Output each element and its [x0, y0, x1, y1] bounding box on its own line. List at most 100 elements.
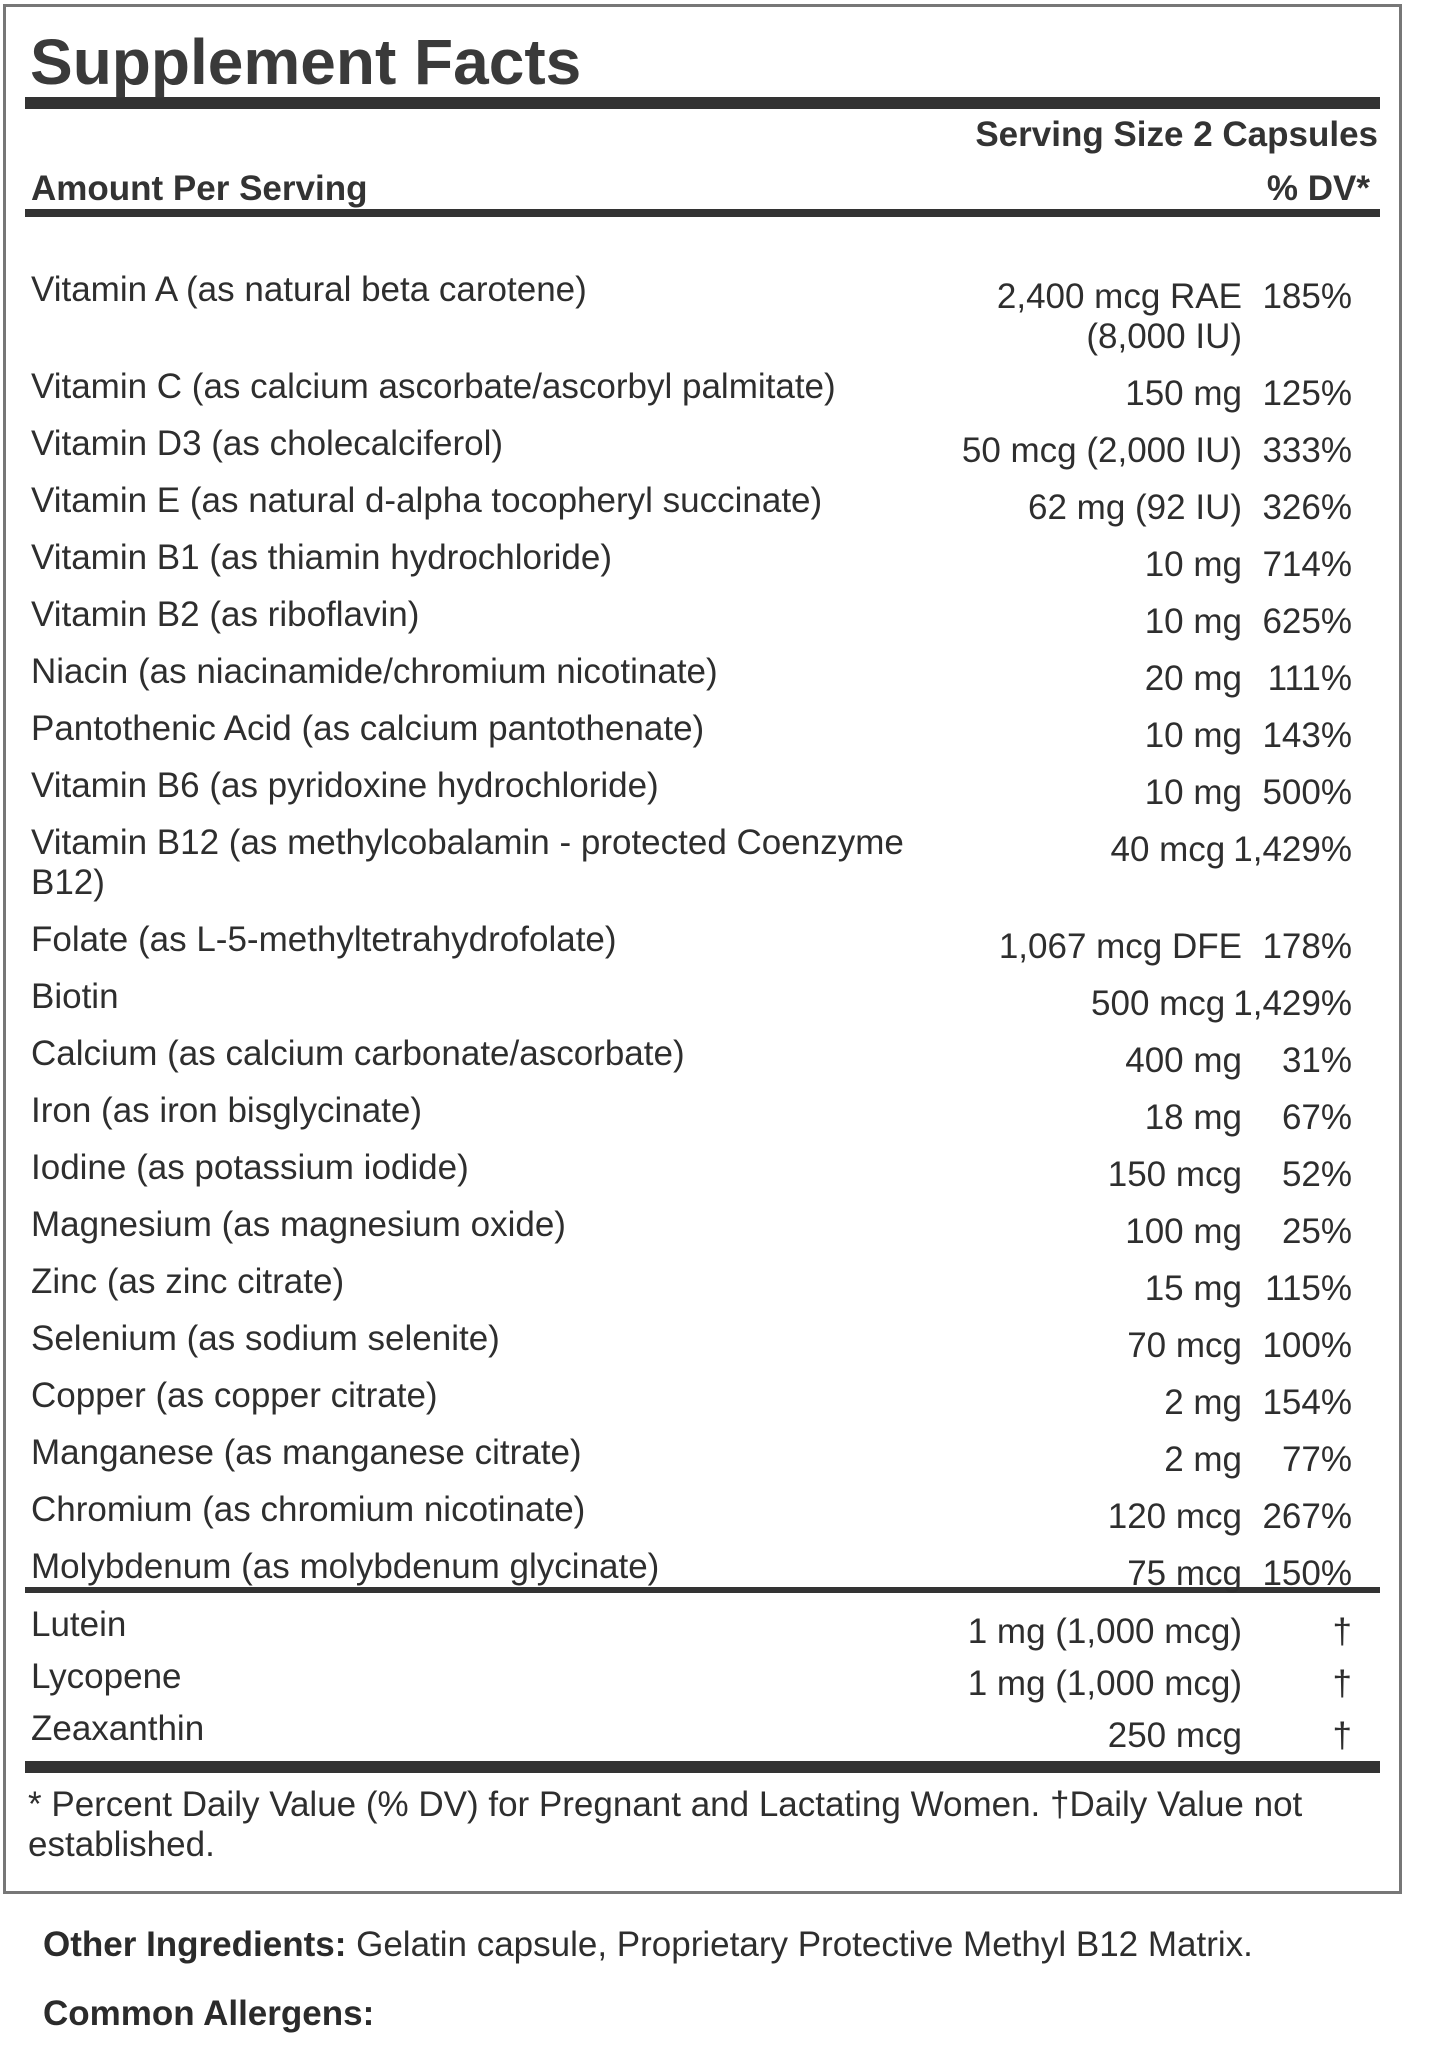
- amount-per-serving-label: Amount Per Serving: [31, 169, 368, 208]
- nutrient-dv: †: [1332, 1612, 1352, 1651]
- nutrient-amount: 75 mcg: [1127, 1554, 1242, 1593]
- serving-size: Serving Size 2 Capsules: [975, 115, 1378, 154]
- nutrient-row: Iron (as iron bisglycinate) 18 mg 67%: [6, 1074, 1399, 1137]
- nutrient-row: Vitamin B1 (as thiamin hydrochloride) 10…: [6, 521, 1399, 584]
- nutrient-name: Magnesium (as magnesium oxide): [31, 1205, 566, 1244]
- nutrient-dv: 143%: [1262, 716, 1352, 755]
- nutrient-dv: 67%: [1281, 1098, 1352, 1137]
- nutrient-amount: 10 mg: [1144, 545, 1242, 584]
- nutrient-name: Vitamin B1 (as thiamin hydrochloride): [31, 538, 613, 577]
- nutrient-amount: 100 mg: [1125, 1212, 1242, 1251]
- nutrient-amount: 70 mcg: [1127, 1326, 1242, 1365]
- nutrient-dv: 115%: [1265, 1269, 1352, 1308]
- nutrient-dv: 625%: [1262, 602, 1352, 641]
- nutrient-dv: †: [1332, 1716, 1352, 1755]
- nutrient-dv: 100%: [1262, 1326, 1352, 1365]
- nutrient-dv: 31%: [1281, 1041, 1352, 1080]
- nutrient-dv: 333%: [1262, 431, 1352, 470]
- nutrient-name: Vitamin B12 (as methylcobalamin - protec…: [31, 823, 904, 902]
- panel-title: Supplement Facts: [30, 26, 582, 98]
- nutrient-name: Iodine (as potassium iodide): [31, 1148, 469, 1187]
- nutrient-dv: 326%: [1262, 488, 1352, 527]
- nutrient-amount: 10 mg: [1144, 602, 1242, 641]
- nutrient-name: Folate (as L-5-methyltetrahydrofolate): [31, 920, 617, 959]
- nutrient-name: Calcium (as calcium carbonate/ascorbate): [31, 1034, 685, 1073]
- nutrient-row: Copper (as copper citrate) 2 mg 154%: [6, 1359, 1399, 1422]
- nutrient-dv: 185%: [1262, 277, 1352, 316]
- nutrient-amount: 62 mg (92 IU): [1028, 488, 1242, 527]
- nutrient-name: Iron (as iron bisglycinate): [31, 1091, 422, 1130]
- nutrient-amount: 10 mg: [1144, 773, 1242, 812]
- divider-medium-header: [25, 209, 1380, 217]
- divider-thick-top: [25, 97, 1380, 109]
- nutrient-dv: 77%: [1281, 1440, 1352, 1479]
- nutrient-dv: 52%: [1281, 1155, 1352, 1194]
- nutrient-dv: 1,429%: [1233, 830, 1352, 869]
- nutrient-amount: 40 mcg: [1110, 830, 1226, 869]
- nutrient-row: Niacin (as niacinamide/chromium nicotina…: [6, 635, 1399, 698]
- nutrient-amount: 150 mcg: [1107, 1155, 1242, 1194]
- supplement-facts-panel: Supplement Facts Serving Size 2 Capsules…: [3, 4, 1402, 1894]
- nutrient-row: Vitamin B2 (as riboflavin) 10 mg 625%: [6, 578, 1399, 641]
- nutrient-row: Vitamin E (as natural d-alpha tocopheryl…: [6, 464, 1399, 527]
- nutrient-row: Folate (as L-5-methyltetrahydrofolate) 1…: [6, 903, 1399, 966]
- nutrient-amount: 500 mcg: [1091, 984, 1226, 1023]
- nutrient-row: Vitamin B12 (as methylcobalamin - protec…: [6, 806, 1399, 903]
- nutrient-name: Lycopene: [31, 1657, 182, 1696]
- nutrient-name: Biotin: [31, 977, 119, 1016]
- other-ingredients-text: Gelatin capsule, Proprietary Protective …: [346, 1925, 1253, 1964]
- nutrient-amount: 2 mg: [1164, 1383, 1242, 1422]
- nutrient-name: Vitamin C (as calcium ascorbate/ascorbyl…: [31, 367, 836, 406]
- nutrient-row: Vitamin B6 (as pyridoxine hydrochloride)…: [6, 749, 1399, 812]
- column-header-row: Amount Per Serving % DV*: [6, 169, 1399, 209]
- nutrient-amount: 250 mcg: [1107, 1716, 1242, 1755]
- nutrient-name: Lutein: [31, 1605, 127, 1644]
- nutrient-name: Manganese (as manganese citrate): [31, 1433, 582, 1472]
- nutrient-name: Copper (as copper citrate): [31, 1376, 438, 1415]
- nutrient-amount: 150 mg: [1125, 374, 1242, 413]
- nutrient-rows: Vitamin A (as natural beta carotene) 2,4…: [6, 253, 1399, 1593]
- nutrient-row: Calcium (as calcium carbonate/ascorbate)…: [6, 1017, 1399, 1080]
- nutrient-name: Vitamin E (as natural d-alpha tocopheryl…: [31, 481, 823, 520]
- nutrient-row: Iodine (as potassium iodide) 150 mcg 52%: [6, 1131, 1399, 1194]
- other-ingredients: Other Ingredients: Gelatin capsule, Prop…: [43, 1924, 1383, 1966]
- nutrient-name: Vitamin B2 (as riboflavin): [31, 595, 420, 634]
- nutrient-amount: 1 mg (1,000 mcg): [967, 1664, 1242, 1703]
- nutrient-row: Molybdenum (as molybdenum glycinate) 75 …: [6, 1530, 1399, 1593]
- nutrient-amount: 15 mg: [1144, 1269, 1242, 1308]
- nutrient-name: Selenium (as sodium selenite): [31, 1319, 500, 1358]
- nutrient-row: Vitamin A (as natural beta carotene) 2,4…: [6, 253, 1399, 356]
- nutrient-row: Lycopene 1 mg (1,000 mcg) †: [6, 1645, 1399, 1703]
- nutrient-dv: 154%: [1262, 1383, 1352, 1422]
- common-allergens-label: Common Allergens:: [43, 1994, 375, 2033]
- nutrient-amount: 20 mg: [1144, 659, 1242, 698]
- nutrient-row: Zinc (as zinc citrate) 15 mg 115%: [6, 1245, 1399, 1308]
- nutrient-row: Magnesium (as magnesium oxide) 100 mg 25…: [6, 1188, 1399, 1251]
- nutrient-dv: 500%: [1262, 773, 1352, 812]
- nutrient-name: Zeaxanthin: [31, 1709, 205, 1748]
- nutrient-amount: 18 mg: [1144, 1098, 1242, 1137]
- nutrient-dv: 1,429%: [1233, 984, 1352, 1023]
- nutrient-row: Lutein 1 mg (1,000 mcg) †: [6, 1593, 1399, 1651]
- nutrient-name: Vitamin D3 (as cholecalciferol): [31, 424, 504, 463]
- nutrient-row: Selenium (as sodium selenite) 70 mcg 100…: [6, 1302, 1399, 1365]
- nutrient-name: Vitamin B6 (as pyridoxine hydrochloride): [31, 766, 659, 805]
- nutrient-row: Zeaxanthin 250 mcg †: [6, 1697, 1399, 1755]
- nutrient-row: Biotin 500 mcg 1,429%: [6, 960, 1399, 1023]
- nutrient-name: Vitamin A (as natural beta carotene): [31, 270, 587, 309]
- divider-medium-botanicals: [25, 1587, 1380, 1593]
- nutrient-dv: 267%: [1262, 1497, 1352, 1536]
- nutrient-name: Chromium (as chromium nicotinate): [31, 1490, 586, 1529]
- nutrient-amount: 1 mg (1,000 mcg): [967, 1612, 1242, 1651]
- nutrient-name: Pantothenic Acid (as calcium pantothenat…: [31, 709, 705, 748]
- divider-thick-bottom: [25, 1761, 1380, 1773]
- nutrient-row: Vitamin D3 (as cholecalciferol) 50 mcg (…: [6, 407, 1399, 470]
- nutrient-amount: 2 mg: [1164, 1440, 1242, 1479]
- nutrient-row: Vitamin C (as calcium ascorbate/ascorbyl…: [6, 350, 1399, 413]
- nutrient-name: Molybdenum (as molybdenum glycinate): [31, 1547, 660, 1586]
- nutrient-row: Pantothenic Acid (as calcium pantothenat…: [6, 692, 1399, 755]
- nutrient-dv: 178%: [1262, 927, 1352, 966]
- nutrient-dv: 125%: [1262, 374, 1352, 413]
- nutrient-amount: 1,067 mcg DFE: [998, 927, 1242, 966]
